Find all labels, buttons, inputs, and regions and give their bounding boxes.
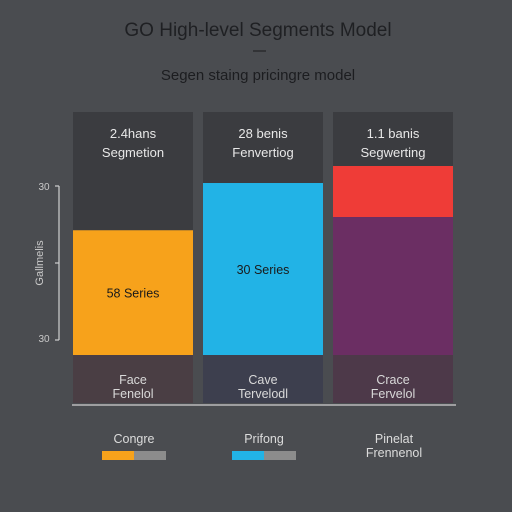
bar-segment-label: 58 Series <box>107 287 160 301</box>
y-tick-label-bottom: 30 <box>38 334 50 345</box>
column-header-line-1: 28 benis <box>238 126 288 141</box>
legend-label-line-1: Congre <box>114 432 155 446</box>
column-footer-line-1: Cave <box>248 373 277 387</box>
bar-segment-1 <box>203 166 323 184</box>
legend-label-line-1: Pinelat <box>375 432 414 446</box>
legend-label-line-1: Prifong <box>244 432 284 446</box>
column-header-line-1: 2.4hans <box>110 126 157 141</box>
bar-segment-2 <box>203 183 323 355</box>
y-axis-label: Gallmelis <box>34 240 46 286</box>
column-footer-line-2: Fenelol <box>113 387 154 401</box>
bar-segment-label: 30 Series <box>237 263 290 277</box>
legend-item-1: Congre <box>102 432 166 460</box>
column-footer-line-2: Fervelol <box>371 387 415 401</box>
y-tick-label-top: 30 <box>38 182 50 193</box>
legend-swatch-1 <box>232 451 264 460</box>
column-footer-panel <box>73 355 193 403</box>
legend-swatch-1 <box>102 451 134 460</box>
chart-title: GO High-level Segments Model <box>124 20 391 41</box>
column-footer-line-1: Face <box>119 373 147 387</box>
column-header-panel <box>73 112 193 166</box>
legend-swatch-2 <box>264 451 296 460</box>
column-header-line-1: 1.1 banis <box>367 126 420 141</box>
chart-subtitle: Segen staing pricingre model <box>161 67 355 84</box>
column-footer-panel <box>333 355 453 403</box>
bar-segment-1 <box>73 166 193 231</box>
column-header-panel <box>333 112 453 166</box>
column-header-line-2: Segwerting <box>360 145 425 160</box>
column-header-line-2: Segmetion <box>102 145 164 160</box>
column-footer-panel <box>203 355 323 403</box>
bar-segment-2 <box>333 166 453 218</box>
legend-swatch-2 <box>134 451 166 460</box>
column-header-line-2: Fenvertiog <box>232 145 293 160</box>
bar-segment-2 <box>73 230 193 355</box>
legend-label-line-2: Frennenol <box>366 446 422 460</box>
column-footer-line-1: Crace <box>376 373 409 387</box>
column-header-panel <box>203 112 323 166</box>
column-footer-line-2: Tervelodl <box>238 387 288 401</box>
bar-segment-3 <box>333 217 453 355</box>
legend-item-2: Prifong <box>232 432 296 460</box>
